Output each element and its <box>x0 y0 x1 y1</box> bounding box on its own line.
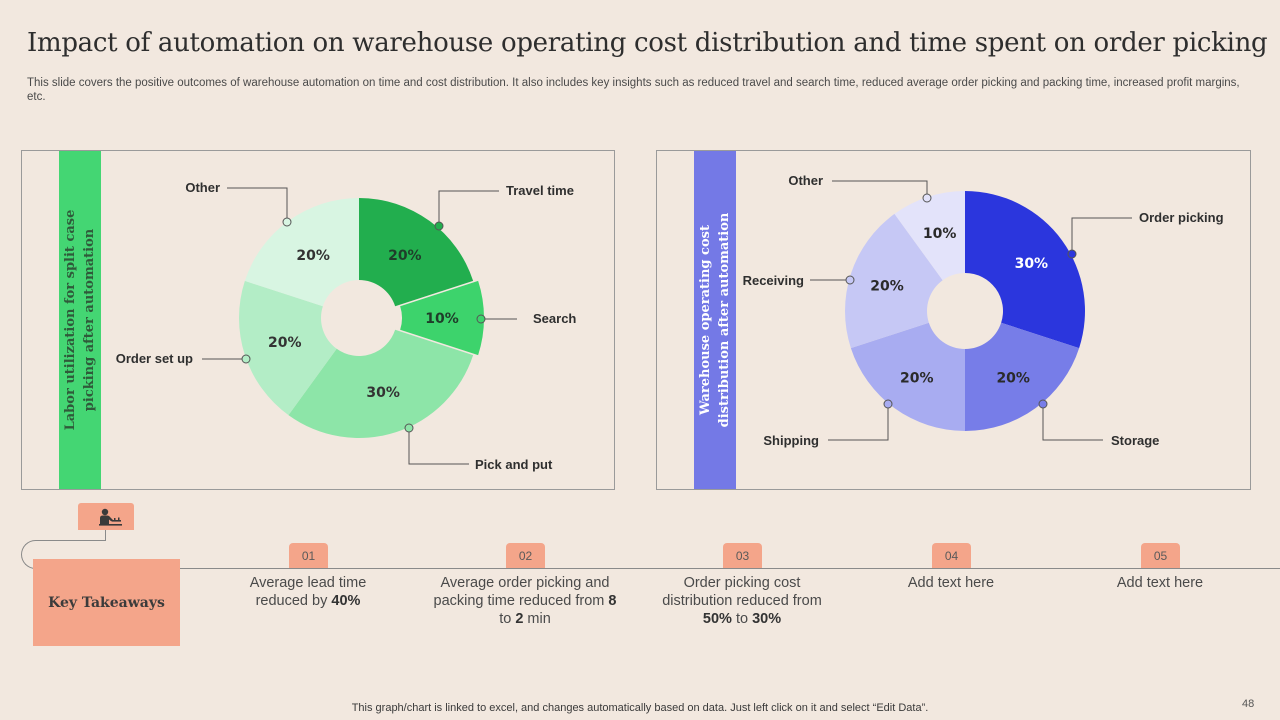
step-number-01: 01 <box>289 543 328 568</box>
operating-cost-panel: Warehouse operating cost distribution aft… <box>656 150 1251 490</box>
labor-utilization-panel: Labor utilization for split case picking … <box>21 150 615 490</box>
slice-value-label: 30% <box>1015 256 1049 272</box>
step-text-05: Add text here <box>1116 575 1204 591</box>
step-number-04: 04 <box>932 543 971 568</box>
slice-value-label: 30% <box>366 385 400 401</box>
callout-dot-order-picking <box>1067 249 1077 259</box>
callout-label-order-picking: Order picking <box>1139 210 1224 225</box>
presenter-icon <box>99 508 122 526</box>
callout-label-order-set-up: Order set up <box>116 351 193 366</box>
page-number: 48 <box>1242 698 1255 710</box>
callout-label-storage: Storage <box>1111 433 1159 448</box>
step-number-03: 03 <box>723 543 762 568</box>
callout-label-receiving: Receiving <box>743 273 804 288</box>
slice-value-label: 20% <box>870 279 904 295</box>
slice-value-label: 10% <box>923 226 957 242</box>
callout-line-storage <box>1042 404 1103 441</box>
slide-title: Impact of automation on warehouse operat… <box>27 28 1268 58</box>
step-number-05: 05 <box>1141 543 1180 568</box>
step-text-03: Order picking cost distribution reduced … <box>662 575 822 627</box>
operating-cost-title-bar: Warehouse operating cost distribution aft… <box>694 151 736 489</box>
slice-value-label: 20% <box>900 370 934 386</box>
labor-utilization-donut-chart[interactable]: 20% 10% 30% 20% 20% Travel time Search Pick and… <box>22 151 616 491</box>
callout-dot-order-set-up <box>241 354 251 364</box>
slice-shipping[interactable] <box>850 322 965 431</box>
slice-value-label: 10% <box>425 311 459 327</box>
callout-line-travel-time <box>438 190 499 226</box>
callout-dot-storage <box>1038 399 1048 409</box>
callout-dot-receiving <box>845 275 855 285</box>
slice-receiving[interactable] <box>845 213 943 349</box>
callout-dot-other <box>922 193 932 203</box>
step-number-02: 02 <box>506 543 545 568</box>
slice-storage[interactable] <box>965 322 1080 431</box>
callout-label-travel-time: Travel time <box>506 183 574 198</box>
slice-travel-time[interactable] <box>359 198 474 307</box>
step-text-02: Average order picking and packing time r… <box>433 575 617 627</box>
labor-utilization-title-bar: Labor utilization for split case picking … <box>59 151 101 489</box>
slice-order-picking[interactable] <box>965 191 1085 349</box>
step-text-04: Add text here <box>907 575 995 591</box>
callout-label-other: Other <box>185 180 220 195</box>
slice-value-label: 20% <box>296 248 330 264</box>
callout-line-other <box>227 187 288 222</box>
callout-dot-other <box>282 217 292 227</box>
callout-label-shipping: Shipping <box>763 433 819 448</box>
callout-label-other: Other <box>788 173 823 188</box>
step-text-01: Average lead time reduced by 40% <box>249 575 367 609</box>
presenter-icon-box <box>78 503 134 530</box>
slice-search[interactable] <box>400 280 484 356</box>
callout-dot-shipping <box>883 399 893 409</box>
key-takeaways-box: Key Takeaways <box>33 559 180 646</box>
callout-line-other <box>832 180 928 198</box>
timeline-connector <box>105 530 106 541</box>
callout-line-order-picking <box>1071 217 1132 254</box>
slice-other[interactable] <box>244 198 359 307</box>
slice-pick-and-put[interactable] <box>288 329 474 438</box>
callout-line-pick-and-put <box>408 428 469 465</box>
callout-dot-travel-time <box>434 221 444 231</box>
callout-dot-pick-and-put <box>404 423 414 433</box>
slice-value-label: 20% <box>388 248 422 264</box>
callout-dot-search <box>476 314 486 324</box>
slice-other[interactable] <box>894 191 965 281</box>
footer-note: This graph/chart is linked to excel, and… <box>351 702 929 714</box>
slice-value-label: 20% <box>268 335 302 351</box>
slide-subtitle: This slide covers the positive outcomes … <box>27 77 1240 103</box>
callout-line-shipping <box>828 404 889 441</box>
slice-order-set-up[interactable] <box>239 280 337 416</box>
timeline-line <box>34 568 1280 569</box>
timeline-connector-hook <box>48 540 106 541</box>
callout-label-pick-and-put: Pick and put <box>475 457 553 472</box>
slice-value-label: 20% <box>996 370 1030 386</box>
callout-label-search: Search <box>533 311 576 326</box>
operating-cost-donut-chart[interactable]: 30% 20% 20% 20% 10% Order picking Storage Shipp… <box>657 151 1252 491</box>
